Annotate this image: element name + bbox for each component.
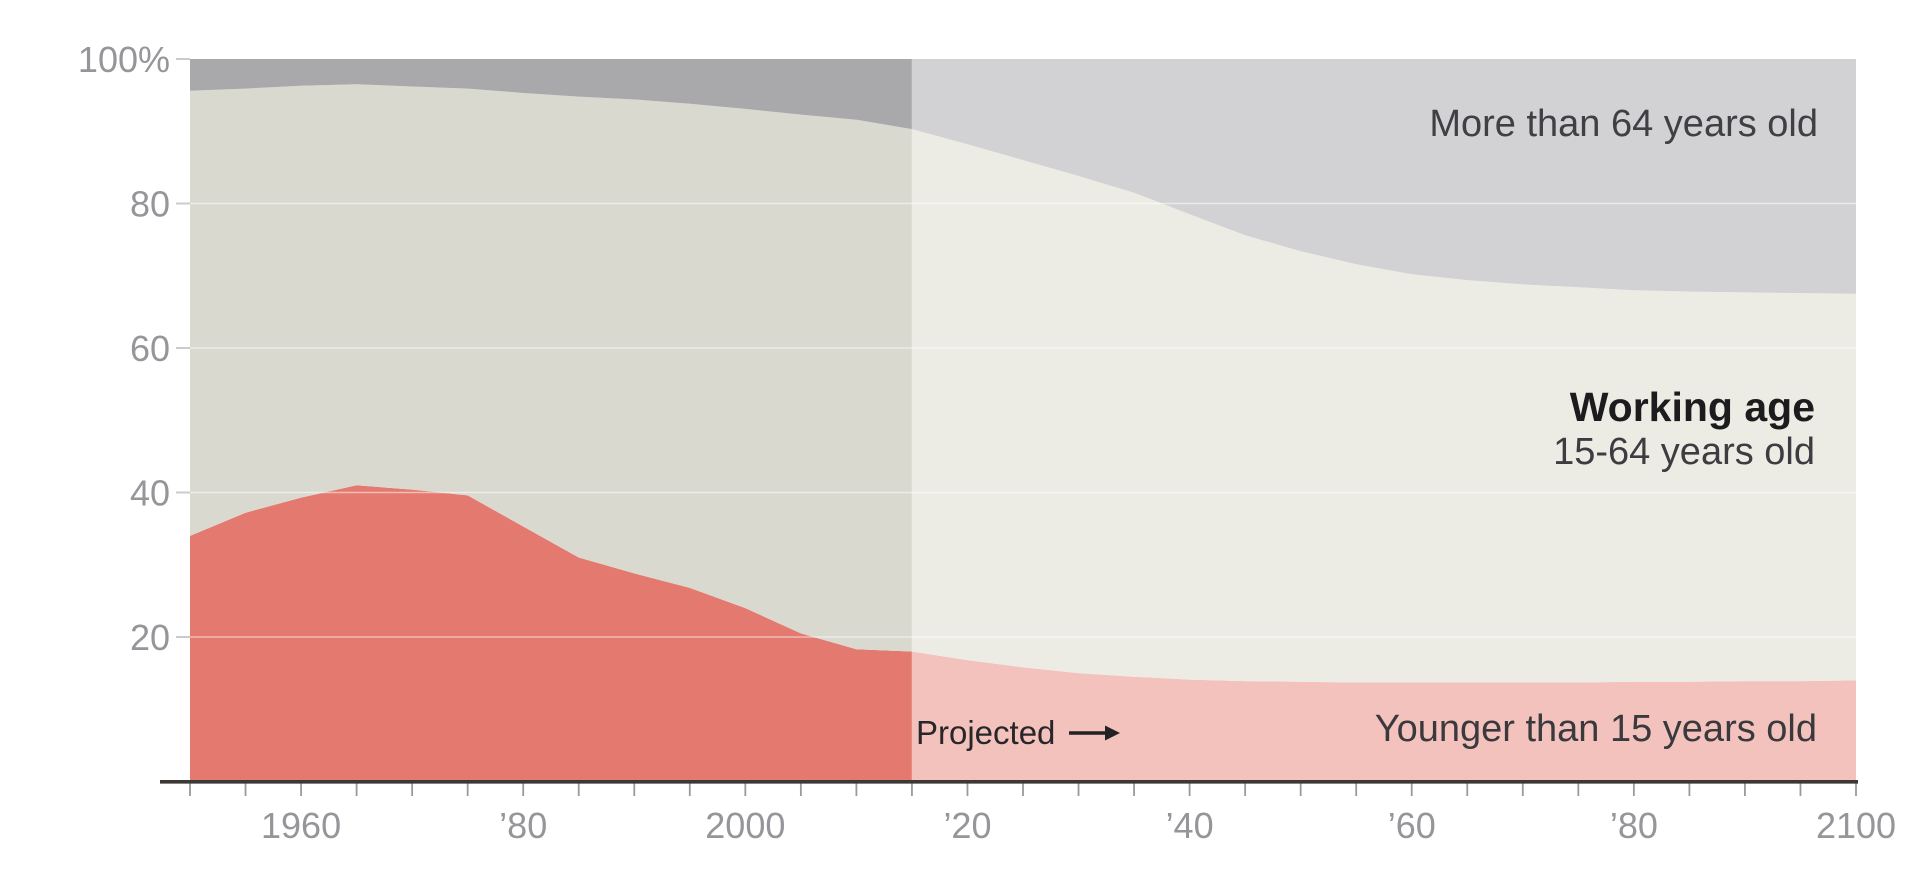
area-elderly-historical: [190, 59, 912, 130]
x-axis-tick-label: ’40: [1166, 805, 1214, 846]
projected-annotation: Projected: [916, 714, 1121, 752]
right-arrow-icon: [1069, 725, 1121, 741]
y-axis-tick-label: 100%: [78, 39, 170, 80]
area-elderly-projected: [911, 59, 1856, 294]
working-age-label-title: Working age: [1569, 384, 1815, 430]
working-age-label-subtitle: 15-64 years old: [1553, 431, 1815, 473]
area-young-historical: [190, 485, 912, 782]
area-young-projected: [911, 651, 1856, 782]
y-axis-tick-label: 80: [130, 184, 170, 225]
y-axis-tick-label: 40: [130, 473, 170, 514]
x-axis-tick-label: ’20: [943, 805, 991, 846]
area-working-projected: [911, 129, 1856, 683]
elderly-area-label: More than 64 years old: [1429, 103, 1818, 145]
x-axis-tick-label: ’80: [499, 805, 547, 846]
area-working-historical: [190, 84, 912, 652]
x-axis-tick-label: ’80: [1610, 805, 1658, 846]
x-axis-tick-label: 2100: [1816, 805, 1896, 846]
projected-label: Projected: [916, 714, 1056, 751]
y-axis-tick-label: 20: [130, 617, 170, 658]
y-axis-tick-label: 60: [130, 328, 170, 369]
young-area-label: Younger than 15 years old: [1374, 708, 1817, 750]
x-axis-tick-label: 1960: [261, 805, 341, 846]
x-axis-tick-label: ’60: [1388, 805, 1436, 846]
x-axis-tick-label: 2000: [705, 805, 785, 846]
working-age-area-label: Working age 15-64 years old: [1553, 385, 1815, 475]
